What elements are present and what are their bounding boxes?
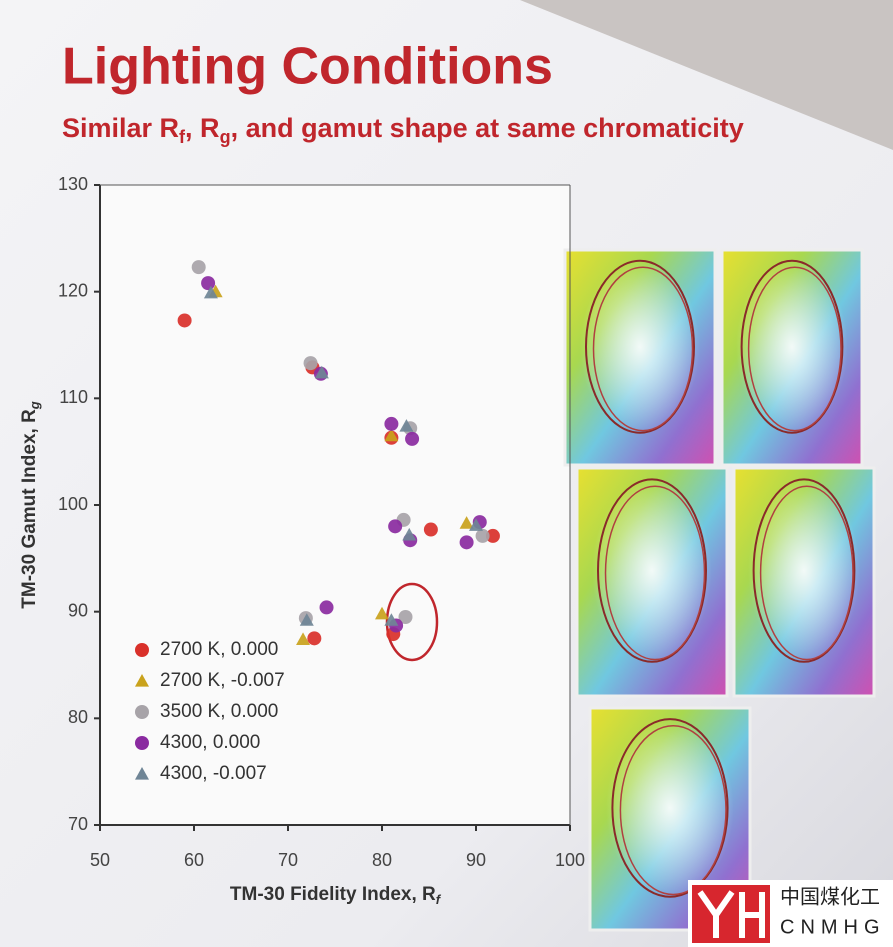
legend-label: 2700 K, 0.000 xyxy=(160,639,278,660)
gamut-panels xyxy=(563,248,876,932)
point xyxy=(459,516,474,529)
subtitle-part: , R xyxy=(185,113,220,143)
y-tick-label: 70 xyxy=(68,814,88,834)
legend-label: 4300, -0.007 xyxy=(160,763,267,784)
subtitle-part: Similar R xyxy=(62,113,179,143)
point xyxy=(469,518,483,531)
gamut-outline xyxy=(611,718,729,898)
legend-label: 3500 K, 0.000 xyxy=(160,701,278,722)
gamut-outline xyxy=(759,485,854,661)
x-tick-label: 70 xyxy=(278,850,298,870)
y-tick-label: 100 xyxy=(58,494,88,514)
point xyxy=(201,276,216,291)
point xyxy=(405,431,420,446)
y-axis-label: TM-30 Gamut Index, Rg xyxy=(19,401,42,609)
ceiling xyxy=(520,0,893,150)
point xyxy=(398,610,413,624)
legend-marker xyxy=(135,674,149,687)
x-tick-label: 100 xyxy=(555,850,585,870)
gamut-outline xyxy=(585,259,695,434)
point xyxy=(399,419,414,432)
panel-glow xyxy=(580,260,700,433)
y-label-sub: g xyxy=(27,401,42,410)
subtitle-part: , and gamut shape at same chromaticity xyxy=(231,113,744,143)
slide-title: Lighting Conditions xyxy=(62,38,553,96)
panel-glow xyxy=(592,479,712,662)
point xyxy=(303,356,318,371)
y-tick-label: 130 xyxy=(58,174,88,194)
point xyxy=(402,527,417,541)
legend-marker xyxy=(135,767,149,780)
gamut-outline xyxy=(740,259,844,434)
gamut-outline xyxy=(752,478,856,663)
point xyxy=(475,528,490,543)
x-tick-label: 90 xyxy=(466,850,486,870)
x-tick-label: 50 xyxy=(90,850,110,870)
gamut-outline xyxy=(604,485,706,661)
point xyxy=(375,606,389,620)
gamut-outline xyxy=(619,725,727,896)
point xyxy=(459,535,474,550)
point xyxy=(203,285,218,299)
point xyxy=(314,365,329,379)
panel-glow xyxy=(606,719,734,897)
point xyxy=(319,600,334,615)
legend-label: 4300, 0.000 xyxy=(160,732,260,753)
panel-glow xyxy=(748,479,860,662)
watermark: 中国煤化工 CNMHG xyxy=(688,880,893,947)
y-tick-label: 110 xyxy=(59,387,88,407)
x-label-part: TM-30 Fidelity Index, R xyxy=(230,884,436,905)
subtitle-sub: g xyxy=(220,127,231,147)
watermark-logo-mark xyxy=(697,890,765,938)
gamut-outline xyxy=(592,266,694,432)
y-tick-label: 90 xyxy=(68,600,88,620)
panel-glow xyxy=(736,260,848,433)
legend-label: 2700 K, -0.007 xyxy=(160,670,285,691)
point xyxy=(384,428,399,442)
plot-area xyxy=(100,185,570,825)
x-tick-label: 80 xyxy=(372,850,392,870)
point xyxy=(307,631,322,646)
point xyxy=(296,632,311,645)
point xyxy=(177,313,192,328)
legend-marker xyxy=(135,736,149,750)
gamut-outline xyxy=(747,266,842,432)
subtitle-sub: f xyxy=(179,127,186,147)
x-label-sub: f xyxy=(436,892,442,907)
y-label-part: TM-30 Gamut Index, R xyxy=(19,409,40,609)
point xyxy=(485,528,500,543)
point xyxy=(388,519,403,534)
point xyxy=(384,416,399,431)
point xyxy=(384,613,399,626)
point xyxy=(423,522,438,537)
y-tick-label: 120 xyxy=(58,280,88,300)
x-tick-label: 60 xyxy=(184,850,204,870)
watermark-latin: CNMHG xyxy=(780,916,886,938)
legend-marker xyxy=(135,705,149,719)
gamut-outline xyxy=(597,478,707,663)
watermark-chinese: 中国煤化工 xyxy=(780,885,880,908)
point xyxy=(191,260,206,275)
y-tick-label: 80 xyxy=(68,707,88,727)
x-axis-label: TM-30 Fidelity Index, Rf xyxy=(230,884,442,907)
legend-marker xyxy=(135,643,149,657)
point xyxy=(299,613,314,626)
slide-subtitle: Similar Rf, Rg, and gamut shape at same … xyxy=(62,113,744,147)
